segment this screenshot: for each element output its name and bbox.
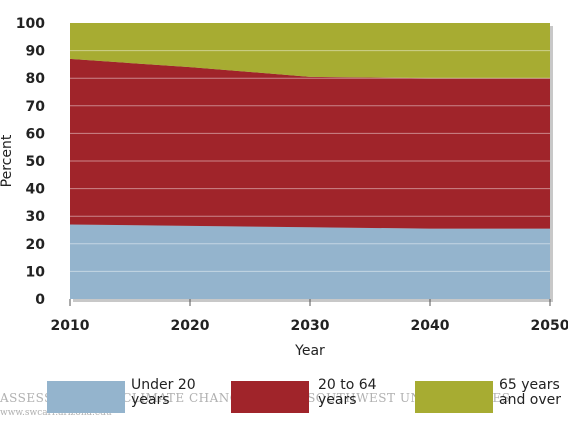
y-tick-100: 100 xyxy=(16,16,45,32)
y-tick-80: 80 xyxy=(26,71,46,87)
y-tick-0: 0 xyxy=(35,292,45,308)
x-tick-2020: 2020 xyxy=(171,318,210,334)
y-tick-70: 70 xyxy=(26,99,46,115)
y-tick-90: 90 xyxy=(26,44,46,60)
y-tick-30: 30 xyxy=(26,209,46,225)
y-tick-60: 60 xyxy=(26,126,46,142)
watermark-text: ASSESSMENT OF CLIMATE CHANGE IN THE SOUT… xyxy=(0,391,511,405)
x-tick-2010: 2010 xyxy=(51,318,90,334)
x-axis-title: Year xyxy=(294,343,325,359)
x-tick-2030: 2030 xyxy=(291,318,330,334)
y-tick-10: 10 xyxy=(26,264,46,280)
area-series-2 xyxy=(70,58,550,229)
watermark-url: www.swcarr.arizona.edu xyxy=(0,408,112,418)
y-tick-50: 50 xyxy=(26,154,46,170)
y-tick-40: 40 xyxy=(26,182,46,198)
area-series-3 xyxy=(70,23,550,79)
y-tick-20: 20 xyxy=(26,237,46,253)
x-tick-2050: 2050 xyxy=(531,318,568,334)
area-series-1 xyxy=(70,224,550,299)
y-axis-title: Percent xyxy=(0,134,15,187)
x-tick-2040: 2040 xyxy=(411,318,450,334)
